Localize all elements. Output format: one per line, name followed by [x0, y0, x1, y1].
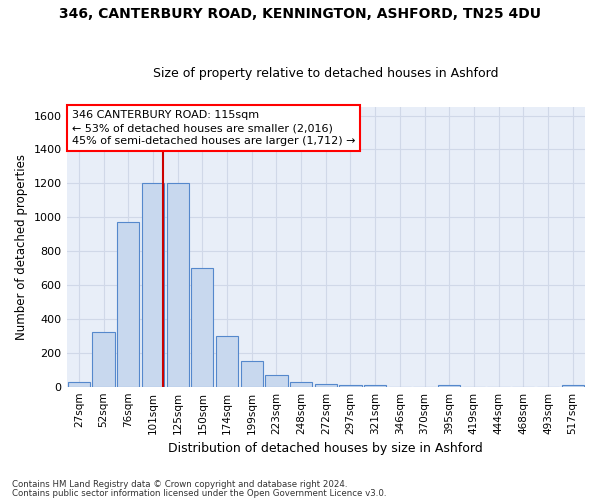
Text: 346 CANTERBURY ROAD: 115sqm
← 53% of detached houses are smaller (2,016)
45% of : 346 CANTERBURY ROAD: 115sqm ← 53% of det…	[72, 110, 355, 146]
Y-axis label: Number of detached properties: Number of detached properties	[15, 154, 28, 340]
Bar	[438, 384, 460, 386]
Bar	[314, 384, 337, 386]
Bar	[68, 382, 90, 386]
Text: 346, CANTERBURY ROAD, KENNINGTON, ASHFORD, TN25 4DU: 346, CANTERBURY ROAD, KENNINGTON, ASHFOR…	[59, 8, 541, 22]
Bar	[241, 362, 263, 386]
Bar	[265, 375, 287, 386]
Bar	[340, 384, 362, 386]
Bar	[167, 184, 189, 386]
Bar	[216, 336, 238, 386]
Bar	[142, 184, 164, 386]
Bar	[562, 384, 584, 386]
X-axis label: Distribution of detached houses by size in Ashford: Distribution of detached houses by size …	[169, 442, 483, 455]
Text: Contains public sector information licensed under the Open Government Licence v3: Contains public sector information licen…	[12, 488, 386, 498]
Bar	[191, 268, 214, 386]
Bar	[117, 222, 139, 386]
Bar	[290, 382, 312, 386]
Title: Size of property relative to detached houses in Ashford: Size of property relative to detached ho…	[153, 66, 499, 80]
Bar	[92, 332, 115, 386]
Text: Contains HM Land Registry data © Crown copyright and database right 2024.: Contains HM Land Registry data © Crown c…	[12, 480, 347, 489]
